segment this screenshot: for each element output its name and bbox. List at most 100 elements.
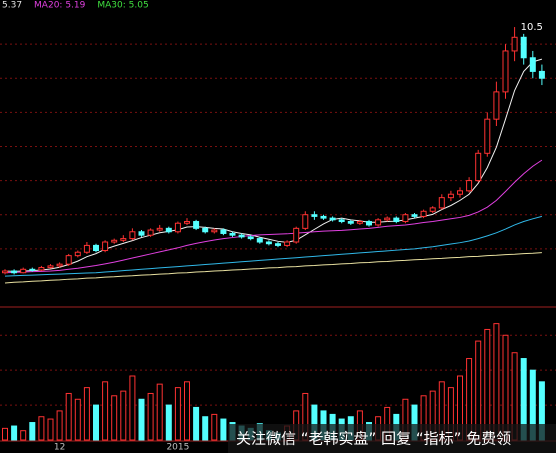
candle-body [256, 238, 263, 243]
candle-body [475, 152, 482, 182]
candle-body [466, 180, 473, 192]
volume-bar [111, 395, 118, 441]
watermark-bg [228, 424, 556, 453]
x-tick-label: 12 [54, 443, 65, 453]
volume-bar [147, 392, 154, 441]
volume-bar [56, 410, 63, 441]
volume-bar [11, 425, 18, 441]
candle-body [366, 221, 372, 226]
candle-body [211, 229, 218, 233]
moving-average [4, 159, 543, 274]
candle-body [329, 217, 336, 221]
candle-body [29, 268, 36, 271]
volume-bar [220, 418, 227, 441]
max-label: 10.5 [521, 22, 543, 33]
volume-bar [93, 404, 99, 441]
candle-body [302, 214, 309, 229]
candle-body [411, 214, 418, 217]
candle-body [265, 241, 272, 245]
candle-body [356, 221, 363, 224]
volume-bar [211, 413, 218, 441]
candle-body [229, 232, 236, 236]
candle-body [275, 243, 281, 246]
volume-bar [120, 390, 127, 441]
candle-body [138, 231, 145, 236]
volume-bar [65, 392, 72, 441]
volume-bar [484, 328, 491, 441]
candle-body [20, 268, 27, 274]
candle-body [338, 219, 345, 223]
volume-bar [20, 430, 27, 441]
candle-body [65, 255, 72, 265]
candle-body [402, 214, 409, 223]
volume-bar [47, 418, 54, 441]
indicator-label: MA20: 5.19 [34, 1, 86, 11]
moving-average [4, 58, 543, 272]
candle-body [156, 227, 163, 231]
volume-bar [193, 406, 200, 441]
candle-body [311, 214, 318, 217]
volume-bar [38, 416, 45, 441]
moving-average [4, 252, 542, 284]
volume-bar [138, 398, 145, 441]
volume-bar [129, 375, 136, 441]
volume-bar [83, 387, 90, 441]
candle-body [511, 36, 518, 52]
candle-body [375, 219, 382, 226]
candle-body [202, 227, 209, 233]
candle-body [120, 238, 127, 241]
candle-body [520, 36, 527, 59]
candle-body [238, 234, 245, 238]
candle-body [420, 210, 427, 217]
candle-body [102, 241, 109, 252]
candle-body [147, 229, 154, 236]
candle-body [393, 217, 400, 223]
candle-body [220, 229, 227, 234]
candle-body [384, 217, 391, 221]
watermark: 关注微信 “老韩实盘” 回复 “指标” 免费领 [236, 430, 511, 448]
candle-body [74, 251, 81, 257]
candle-body [347, 221, 354, 224]
candle-body [56, 263, 63, 267]
candle-body [11, 270, 18, 274]
candle-body [502, 50, 509, 93]
volume-bar [202, 416, 209, 441]
candle-body [165, 227, 172, 233]
volume-bar [102, 381, 109, 441]
volume-bar [156, 383, 163, 441]
candle-body [493, 91, 500, 120]
candle-body [184, 221, 190, 224]
candle-body [429, 207, 436, 212]
candle-body [457, 190, 463, 195]
candle-body [111, 239, 118, 243]
candle-body [193, 221, 200, 229]
volume-bar [165, 404, 172, 441]
moving-average [4, 215, 543, 277]
candle-body [320, 215, 327, 219]
candle-body [47, 265, 54, 269]
candle-body [174, 222, 181, 233]
candle-body [38, 267, 45, 271]
candle-body [284, 241, 291, 246]
candle-body [538, 70, 545, 79]
volume-bar [184, 381, 190, 441]
candle-body [447, 193, 454, 199]
candle-body [247, 236, 254, 240]
volume-bar [29, 422, 36, 441]
candle-body [438, 197, 445, 209]
candle-body [293, 227, 300, 243]
candle-body [129, 231, 136, 240]
x-tick-label: 2015 [166, 443, 189, 453]
candle-body [529, 57, 536, 72]
volume-bar [174, 387, 181, 441]
candle-body [484, 118, 491, 154]
candle-body [83, 244, 90, 253]
candle-body [93, 244, 99, 252]
volume-bar [2, 427, 8, 441]
volume-bar [493, 323, 500, 441]
indicator-label: MA30: 5.05 [97, 1, 148, 11]
volume-bar [74, 398, 81, 441]
candle-body [2, 270, 8, 274]
